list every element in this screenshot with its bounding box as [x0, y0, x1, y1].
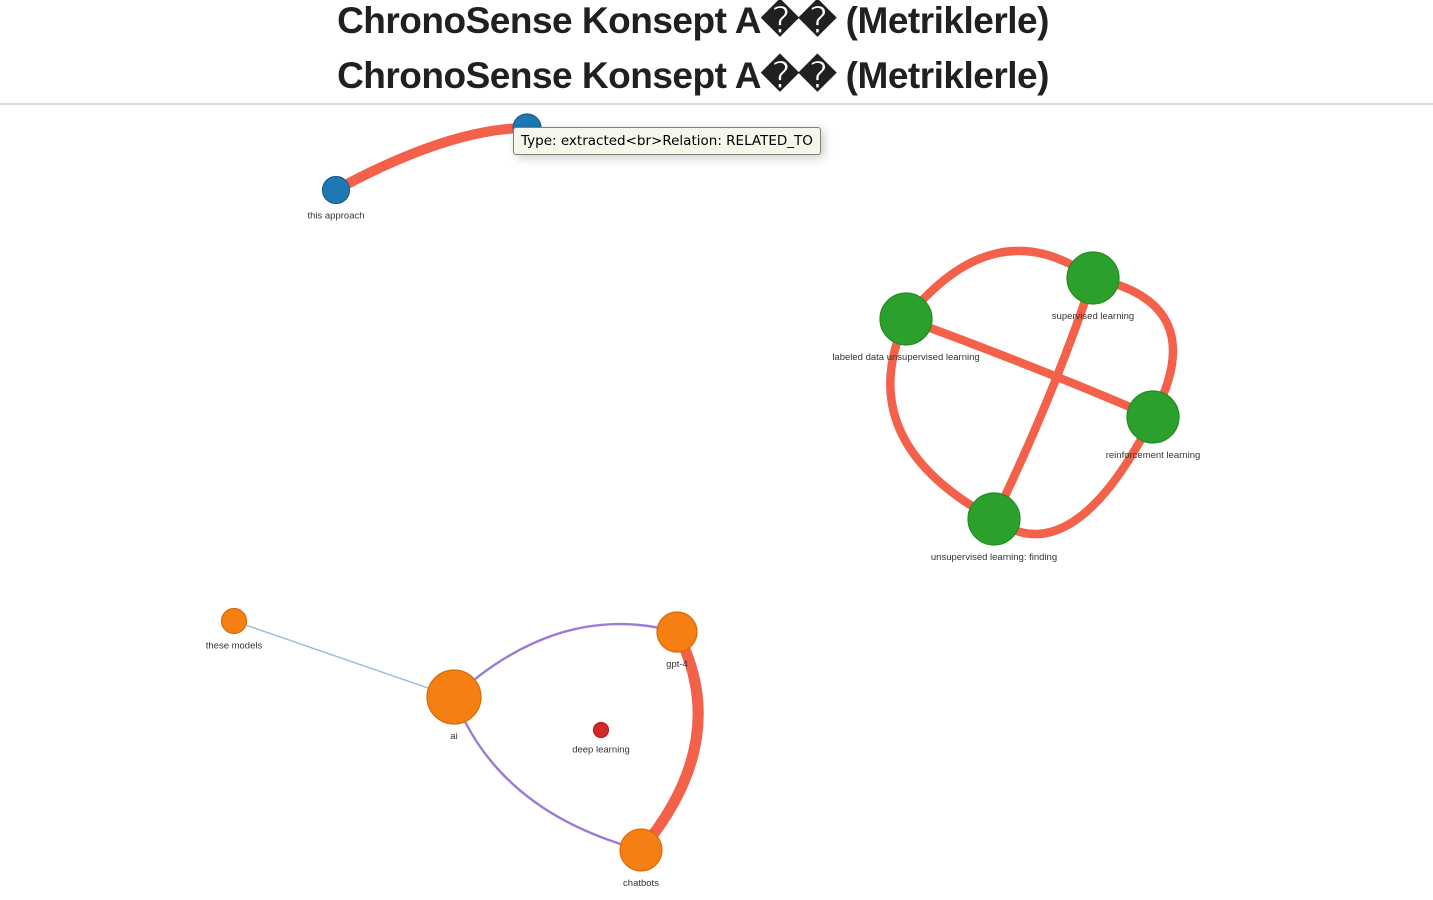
node-label-these-models: these models [206, 641, 263, 652]
edge-supervised-learning--reinforcement-learning[interactable] [1088, 273, 1178, 422]
network-container-top-border [0, 103, 1433, 105]
node-label-this-approach: this approach [307, 211, 364, 222]
node-label-reinforcement-learning: reinforcement learning [1106, 450, 1201, 461]
node-reinforcement-learning[interactable] [1126, 390, 1180, 444]
node-ai[interactable] [426, 669, 482, 725]
node-supervised-learning[interactable] [1066, 251, 1120, 305]
node-label-ai: ai [450, 731, 457, 742]
edge-this-approach--unlabeled-top[interactable] [331, 123, 532, 195]
node-this-approach[interactable] [321, 175, 351, 205]
node-label-gpt-4: gpt-4 [666, 659, 688, 670]
labels-layer: this approach supervised learning labeled … [206, 211, 1201, 890]
node-chatbots[interactable] [619, 828, 663, 872]
node-label-labeled-data-unsupervised-learning: labeled data unsupervised learning [832, 352, 979, 363]
edge-labeled-data-unsupervised-learning--reinforcement-learning[interactable] [901, 314, 1158, 422]
node-label-deep-learning: deep learning [572, 745, 630, 756]
node-label-unsupervised-learning-finding: unsupervised learning: finding [931, 552, 1057, 563]
edge-gpt-4--chatbots[interactable] [635, 626, 704, 856]
node-deep-learning[interactable] [592, 721, 610, 739]
node-label-chatbots: chatbots [623, 878, 659, 889]
node-gpt-4[interactable] [656, 611, 698, 653]
page-title-line1: ChronoSense Konsept A�� (Metriklerle) [337, 0, 1049, 41]
edge-ai--chatbots[interactable] [452, 695, 643, 852]
node-label-supervised-learning: supervised learning [1052, 311, 1134, 322]
header: ChronoSense Konsept A�� (Metriklerle) Ch… [0, 0, 1386, 103]
edge-these-models--ai[interactable] [233, 620, 455, 698]
node-these-models[interactable] [220, 607, 248, 635]
edge-supervised-learning--unsupervised-learning-finding[interactable] [989, 273, 1098, 524]
edge-labeled-data-unsupervised-learning--supervised-learning[interactable] [901, 246, 1098, 324]
edges-layer [233, 123, 1178, 856]
node-unsupervised-learning-finding[interactable] [967, 492, 1021, 546]
edge-tooltip: Type: extracted<br>Relation: RELATED_TO [513, 127, 821, 155]
page-title-line2: ChronoSense Konsept A�� (Metriklerle) [337, 55, 1049, 96]
edge-ai--gpt-4[interactable] [452, 622, 679, 699]
nodes-layer [220, 113, 1180, 872]
edge-labeled-data-unsupervised-learning--unsupervised-learning-finding[interactable] [886, 314, 999, 524]
node-labeled-data-unsupervised-learning[interactable] [879, 292, 933, 346]
